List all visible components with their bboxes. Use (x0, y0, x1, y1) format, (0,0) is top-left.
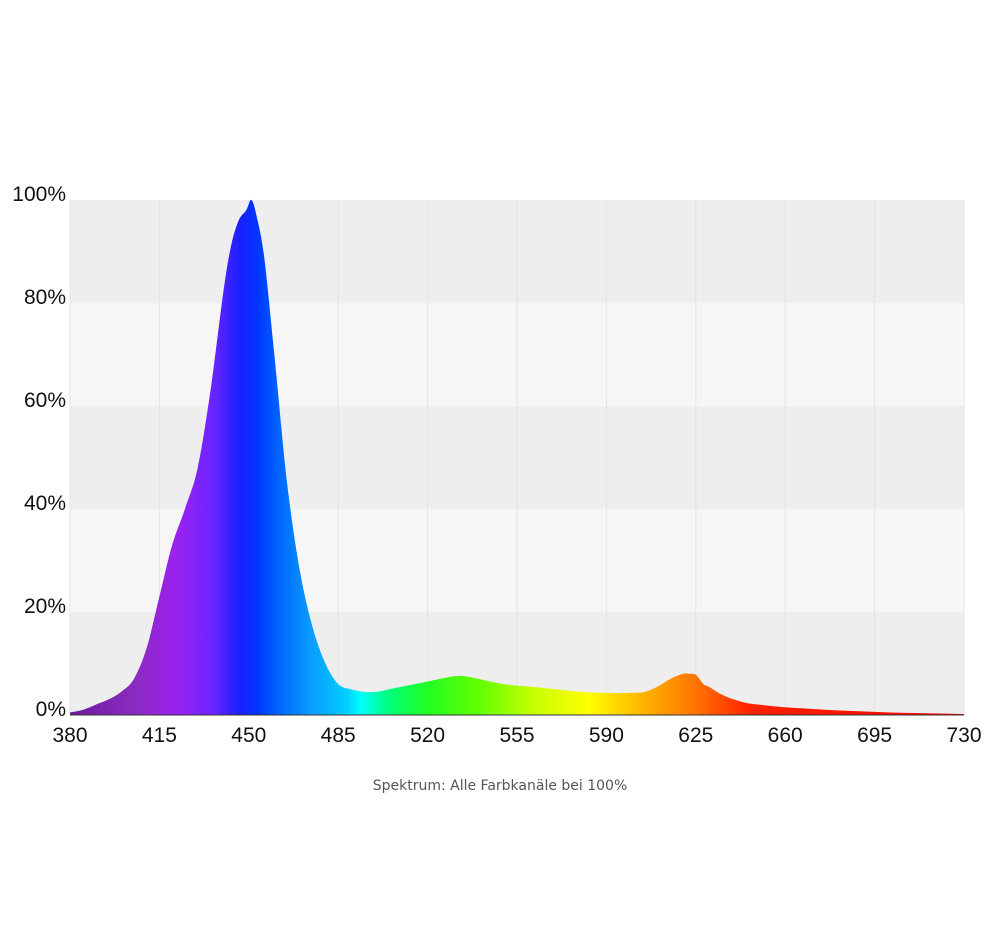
x-tick-label: 520 (410, 724, 445, 747)
chart-caption: Spektrum: Alle Farbkanäle bei 100% (372, 778, 628, 794)
y-tick-label: 60% (24, 389, 66, 412)
y-tick-label: 100% (12, 183, 66, 206)
x-tick-label: 555 (499, 724, 534, 747)
x-tick-label: 625 (678, 724, 713, 747)
x-axis: 380 415 450 485 520 555 590 625 660 695 730 (52, 714, 982, 747)
x-tick-label: 730 (946, 724, 981, 747)
x-tick-label: 660 (768, 724, 803, 747)
x-tick-label: 380 (52, 724, 87, 747)
y-tick-label: 80% (24, 286, 66, 309)
spectrum-area (70, 199, 964, 716)
y-axis: 0% 20% 40% 60% 80% 100% (12, 183, 66, 721)
x-tick-label: 485 (321, 724, 356, 747)
x-tick-label: 450 (231, 724, 266, 747)
y-tick-label: 0% (36, 698, 66, 721)
x-tick-label: 590 (589, 724, 624, 747)
x-tick-label: 695 (857, 724, 892, 747)
x-tick-label: 415 (142, 724, 177, 747)
y-tick-label: 20% (24, 595, 66, 618)
y-tick-label: 40% (24, 492, 66, 515)
